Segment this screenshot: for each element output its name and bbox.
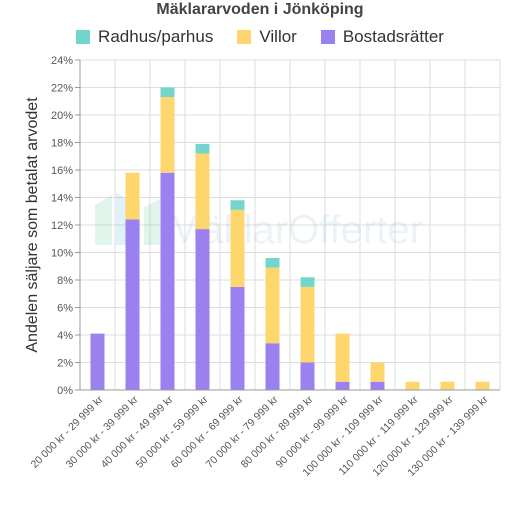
bar-bostadsr-tter	[90, 333, 105, 390]
bar-villor	[405, 381, 420, 390]
house-icon	[144, 199, 160, 245]
chart-title: Mäklararvoden i Jönköping	[156, 1, 364, 18]
y-tick-label: 18%	[51, 138, 73, 150]
bar-radhus-parhus	[160, 87, 175, 98]
y-tick-label: 12%	[51, 220, 73, 232]
bar-villor	[335, 333, 350, 382]
y-axis-label: Andelen säljare som betalat arvodet	[24, 97, 41, 353]
y-tick-label: 22%	[51, 83, 73, 95]
watermark: MäklarOfferter	[95, 193, 423, 252]
bar-villor	[265, 267, 280, 344]
legend: Radhus/parhus Villor Bostadsrätter	[0, 27, 520, 47]
bar-villor	[440, 381, 455, 390]
bar-bostadsr-tter	[125, 219, 140, 390]
bar-bostadsr-tter	[370, 381, 385, 390]
bar-bostadsr-tter	[230, 286, 245, 390]
bar-bostadsr-tter	[265, 343, 280, 390]
legend-label: Villor	[259, 27, 297, 46]
bar-villor	[195, 153, 210, 230]
legend-label: Radhus/parhus	[98, 27, 214, 46]
y-tick-label: 4%	[57, 330, 73, 342]
bar-radhus-parhus	[195, 143, 210, 154]
bar-bostadsr-tter	[335, 381, 350, 390]
y-tick-label: 6%	[57, 303, 73, 315]
bar-bostadsr-tter	[160, 172, 175, 390]
legend-item-villor[interactable]: Villor	[237, 27, 297, 47]
legend-swatch	[320, 30, 335, 44]
y-tick-label: 16%	[51, 165, 73, 177]
bar-bostadsr-tter	[300, 362, 315, 390]
watermark-text: MäklarOfferter	[168, 208, 423, 252]
bar-villor	[125, 172, 140, 220]
legend-swatch	[76, 30, 91, 44]
bar-bostadsr-tter	[195, 229, 210, 390]
y-tick-label: 10%	[51, 248, 73, 260]
house-icon	[95, 195, 112, 245]
y-tick-label: 24%	[51, 55, 73, 67]
bar-villor	[370, 362, 385, 382]
legend-item-bostadsr-tter[interactable]: Bostadsrätter	[320, 27, 444, 47]
legend-label: Bostadsrätter	[342, 27, 444, 46]
y-tick-label: 0%	[57, 385, 73, 397]
bar-villor	[475, 381, 490, 390]
legend-swatch	[237, 30, 252, 44]
y-tick-label: 14%	[51, 193, 73, 205]
bar-villor	[300, 286, 315, 363]
bar-radhus-parhus	[230, 200, 245, 210]
bar-villor	[160, 97, 175, 173]
y-tick-label: 2%	[57, 358, 73, 370]
y-tick-label: 8%	[57, 275, 73, 287]
y-tick-label: 20%	[51, 110, 73, 122]
legend-item-radhus-parhus[interactable]: Radhus/parhus	[76, 27, 213, 47]
bar-radhus-parhus	[300, 277, 315, 287]
bar-radhus-parhus	[265, 258, 280, 268]
bar-villor	[230, 209, 245, 287]
